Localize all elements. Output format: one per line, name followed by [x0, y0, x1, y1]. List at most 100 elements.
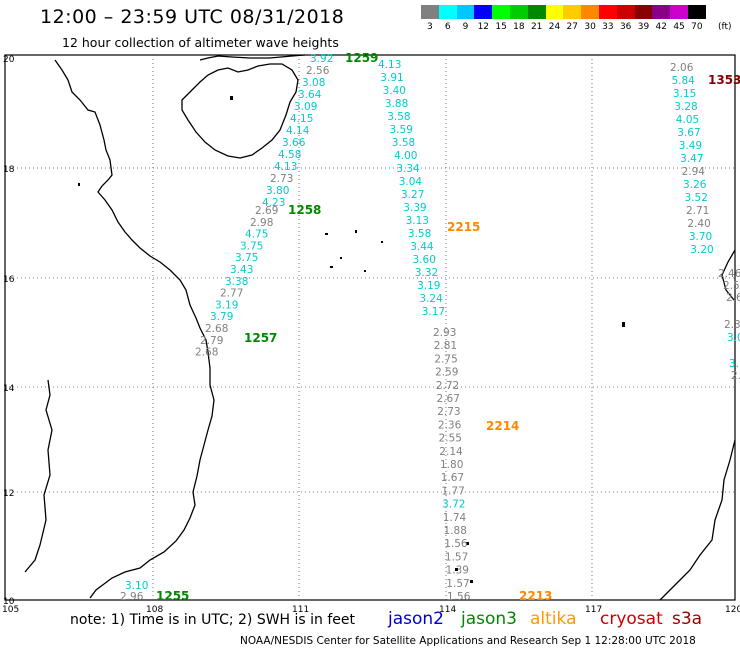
wave-height-label: 2.3 — [724, 319, 740, 331]
lat-tick-label: 18 — [3, 165, 15, 175]
wave-height-label: 3.39 — [403, 202, 426, 214]
color-swatch — [563, 5, 582, 19]
wave-height-label: 1.88 — [444, 525, 467, 537]
color-swatch-label: 36 — [619, 22, 632, 32]
pass-time-label: 1258 — [288, 203, 321, 217]
color-swatch-label: 70 — [691, 22, 703, 32]
wave-height-label: 3.58 — [387, 111, 410, 123]
wave-height-label: 3.60 — [413, 254, 436, 266]
wave-height-label: 3.58 — [392, 137, 415, 149]
wave-height-label: 2.14 — [439, 446, 463, 458]
leizhou-peninsula — [199, 54, 306, 61]
wave-height-label: 4.00 — [394, 150, 417, 162]
wave-height-label: 2.40 — [687, 218, 710, 230]
source-footer: NOAA/NESDIS Center for Satellite Applica… — [240, 635, 696, 647]
color-swatch — [598, 5, 617, 19]
color-swatch-label: 24 — [548, 22, 561, 32]
lon-tick-label: 111 — [292, 605, 309, 615]
pass-time-label: 2215 — [447, 220, 480, 234]
wave-height-label: 3.66 — [282, 137, 306, 149]
pass-time-label: 2214 — [486, 419, 519, 433]
legend-altika: altika — [530, 609, 577, 629]
wave-height-label: 4.15 — [290, 113, 313, 125]
wave-height-label: 2.67 — [437, 393, 460, 405]
color-swatch — [509, 5, 528, 19]
track-1353: 2.065.843.153.284.053.673.493.472.943.26… — [670, 62, 740, 256]
wave-height-label: 3.09 — [294, 101, 317, 113]
wave-height-label: 3.28 — [674, 101, 697, 113]
color-swatch — [670, 5, 688, 19]
wave-height-label: 3.75 — [235, 252, 258, 264]
legend-cryosat: cryosat — [600, 609, 663, 629]
lon-tick-label: 120 — [725, 605, 740, 615]
lat-lon-grid — [5, 55, 735, 600]
color-swatch — [634, 5, 653, 19]
color-swatch-label: 9 — [462, 22, 469, 32]
wave-height-label: 2.73 — [270, 173, 293, 185]
units-note: note: 1) Time is in UTC; 2) SWH is in fe… — [70, 612, 356, 628]
wave-height-label: 2. — [731, 370, 740, 382]
wave-height-label: 1.74 — [443, 512, 467, 524]
pass-time-label: 1257 — [244, 331, 277, 345]
wave-height-label: 3.43 — [230, 264, 253, 276]
legend-jason3: jason3 — [461, 609, 517, 629]
wave-height-label: 3.38 — [225, 276, 248, 288]
color-swatch-label: 45 — [673, 22, 685, 32]
color-swatch-label: 3 — [427, 22, 433, 32]
axis-tick-labels: 105 108 111 114 117 120 20 18 16 14 12 10 — [2, 55, 740, 615]
page-subtitle: 12 hour collection of altimeter wave hei… — [62, 35, 339, 50]
wave-height-label: 3.49 — [679, 140, 702, 152]
hainan-island — [181, 63, 299, 159]
wave-height-label: 3.91 — [380, 72, 403, 84]
lon-tick-label: 114 — [439, 605, 456, 615]
color-swatch — [545, 5, 564, 19]
wave-height-label: 3.24 — [419, 293, 443, 305]
wave-height-label: 3.64 — [298, 89, 322, 101]
wave-height-label: 2.94 — [682, 166, 706, 178]
wave-height-label: 4.13 — [378, 59, 401, 71]
wave-height-label: 2.55 — [439, 433, 462, 445]
wave-height-label: 4.75 — [245, 229, 268, 241]
wave-height-label: 4.13 — [274, 161, 297, 173]
wave-height-label: 3.32 — [415, 267, 438, 279]
wave-height-label: 3.70 — [689, 231, 712, 243]
wave-height-label: 1.56 — [447, 591, 471, 603]
wave-height-label: 1.57 — [446, 578, 469, 590]
color-swatch — [581, 5, 599, 19]
wave-height-label: 3.26 — [683, 179, 707, 191]
wave-height-label: 2.68 — [205, 323, 228, 335]
color-swatch-label: 27 — [566, 22, 578, 32]
color-swatch-label: 39 — [637, 22, 650, 32]
track-2213: 2213 — [519, 589, 552, 603]
color-swatch-label: 21 — [530, 22, 543, 32]
track-1258: 2.692.984.753.753.753.433.382.773.193.79… — [195, 203, 321, 359]
track-1259: 3.922.563.083.643.094.154.143.664.584.13… — [262, 51, 378, 209]
wave-height-label: 3.52 — [685, 192, 708, 204]
wave-height-label: 4.05 — [676, 114, 699, 126]
philippines-coast-east — [721, 249, 736, 301]
color-swatch — [492, 5, 510, 19]
pass-time-label: 1353 — [708, 73, 740, 87]
wave-height-label: 2.59 — [435, 367, 458, 379]
wave-height-label: 3.88 — [385, 98, 408, 110]
wave-height-label: 1.77 — [441, 485, 464, 497]
wave-height-label: 2.68 — [195, 347, 218, 359]
map-frame — [4, 54, 736, 601]
color-swatch — [474, 5, 493, 19]
wave-height-label: 3.92 — [310, 53, 333, 65]
color-swatch-label: 33 — [602, 22, 614, 32]
wave-height-label: 3.40 — [383, 85, 406, 97]
pass-time-label: 1259 — [345, 51, 378, 65]
wave-height-label: 3.47 — [680, 153, 703, 165]
color-swatch — [438, 5, 457, 19]
lon-tick-label: 105 — [2, 605, 19, 615]
wave-height-label: 4.58 — [278, 149, 301, 161]
legend-s3a: s3a — [672, 609, 703, 629]
pass-time-label: 1255 — [156, 589, 189, 603]
color-swatch — [652, 5, 671, 19]
lon-tick-label: 108 — [146, 605, 163, 615]
wave-height-label: 2.36 — [438, 419, 462, 431]
lat-tick-label: 10 — [3, 597, 15, 607]
page-title: 12:00 – 23:59 UTC 08/31/2018 — [40, 6, 345, 28]
